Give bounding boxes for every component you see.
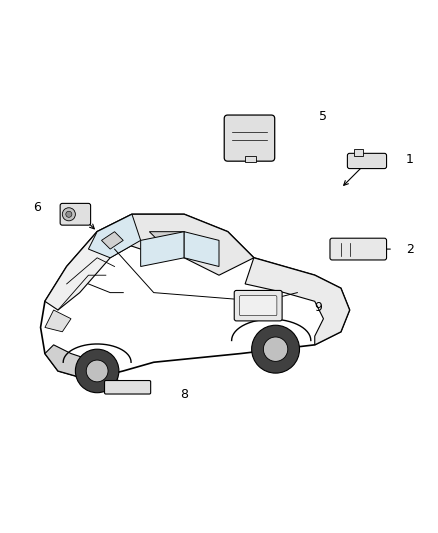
Polygon shape: [97, 214, 254, 275]
Polygon shape: [41, 214, 350, 379]
FancyBboxPatch shape: [240, 296, 277, 316]
Polygon shape: [88, 214, 141, 258]
FancyBboxPatch shape: [245, 156, 256, 162]
Polygon shape: [141, 232, 184, 266]
Polygon shape: [45, 214, 141, 310]
FancyBboxPatch shape: [347, 154, 387, 168]
FancyBboxPatch shape: [224, 115, 275, 161]
Text: 2: 2: [406, 243, 414, 256]
FancyBboxPatch shape: [105, 381, 151, 394]
Text: 5: 5: [319, 110, 327, 123]
Polygon shape: [149, 232, 201, 249]
FancyBboxPatch shape: [60, 204, 91, 225]
Polygon shape: [245, 258, 350, 345]
Circle shape: [86, 360, 108, 382]
Text: 6: 6: [33, 201, 41, 214]
Text: 8: 8: [180, 389, 188, 401]
Circle shape: [62, 208, 75, 221]
Text: 9: 9: [315, 301, 323, 314]
Polygon shape: [45, 345, 97, 379]
Text: 1: 1: [406, 154, 414, 166]
Polygon shape: [45, 310, 71, 332]
Circle shape: [263, 337, 288, 361]
FancyBboxPatch shape: [330, 238, 387, 260]
Polygon shape: [184, 232, 219, 266]
Circle shape: [252, 325, 300, 373]
Circle shape: [75, 349, 119, 393]
FancyBboxPatch shape: [354, 149, 363, 156]
FancyBboxPatch shape: [234, 290, 282, 321]
Polygon shape: [102, 232, 123, 249]
Circle shape: [66, 211, 72, 217]
